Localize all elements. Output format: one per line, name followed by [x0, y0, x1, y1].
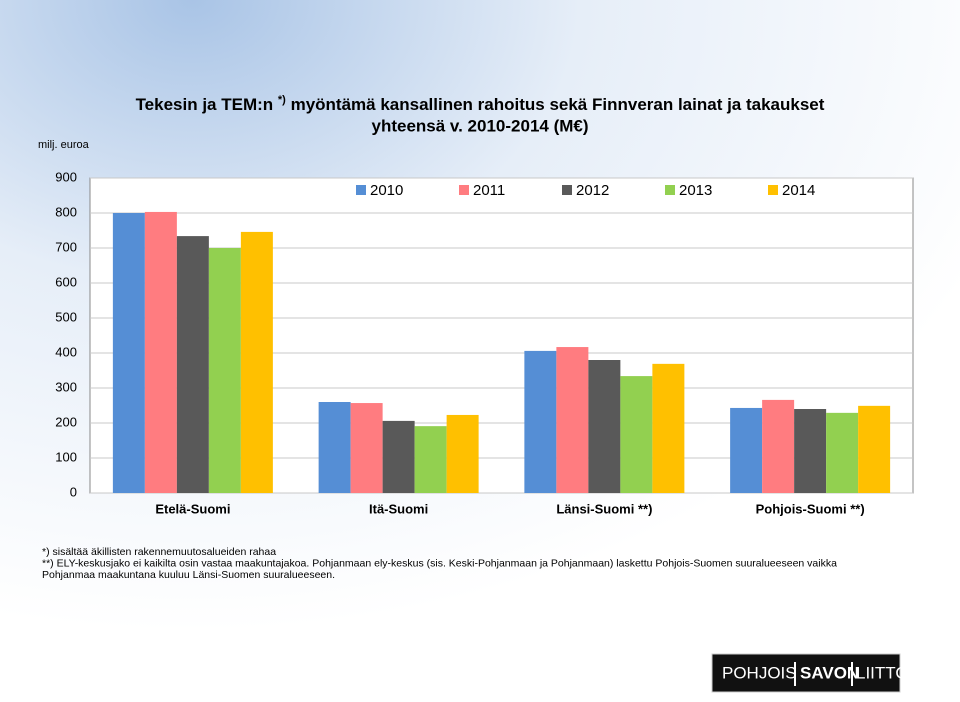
bar	[144, 211, 177, 493]
logo-text: POHJOIS	[722, 663, 797, 682]
bar	[112, 213, 145, 493]
x-tick-label: Etelä-Suomi	[155, 501, 230, 516]
legend-label: 2010	[370, 182, 403, 199]
bar	[208, 248, 241, 493]
logo-box	[711, 653, 901, 693]
y-tick-label: 800	[55, 204, 77, 219]
bar	[794, 409, 827, 493]
chart-title: Tekesin ja TEM:n *) myöntämä kansallinen…	[136, 89, 825, 114]
bar	[350, 403, 383, 493]
legend-swatch	[459, 185, 469, 195]
legend-swatch	[665, 185, 675, 195]
logo-separator	[851, 662, 853, 686]
bar	[858, 405, 891, 493]
chart-title-line2: yhteensä v. 2010-2014 (M€)	[371, 116, 588, 135]
y-tick-label: 0	[70, 484, 77, 499]
footnote: Pohjanmaa maakuntana kuuluu Länsi-Suomen…	[42, 569, 335, 581]
bar	[826, 412, 859, 493]
y-tick-label: 400	[55, 344, 77, 359]
legend-swatch	[356, 185, 366, 195]
bar	[318, 402, 351, 493]
legend-swatch	[768, 185, 778, 195]
logo: POHJOIS SAVON LIITTO	[711, 653, 909, 693]
logo-text: LIITTO	[856, 663, 909, 682]
footnote: *) sisältää äkillisten rakennemuutosalue…	[42, 546, 276, 558]
legend-label: 2014	[782, 182, 815, 199]
logo-separator	[794, 662, 796, 686]
legend-swatch	[562, 185, 572, 195]
footnote: **) ELY-keskusjako ei kaikilta osin vast…	[42, 557, 837, 569]
y-tick-label: 700	[55, 239, 77, 254]
bar	[588, 360, 621, 493]
y-tick-label: 900	[55, 169, 77, 184]
y-tick-label: 100	[55, 449, 77, 464]
legend-label: 2012	[576, 182, 609, 199]
bar	[382, 420, 415, 493]
bar	[556, 347, 589, 493]
bar	[652, 363, 685, 493]
bar	[762, 399, 795, 493]
x-tick-label: Pohjois-Suomi **)	[756, 501, 865, 516]
x-tick-label: Itä-Suomi	[369, 501, 428, 516]
bar	[730, 407, 763, 493]
bar	[240, 231, 273, 493]
legend-label: 2011	[473, 182, 505, 199]
legend-label: 2013	[679, 182, 712, 199]
bar	[446, 414, 479, 493]
y-tick-label: 600	[55, 274, 77, 289]
bar	[176, 236, 209, 493]
y-tick-label: 300	[55, 379, 77, 394]
y-tick-label: 500	[55, 309, 77, 324]
y-axis-label: milj. euroa	[38, 139, 90, 151]
y-tick-label: 200	[55, 414, 77, 429]
bar	[414, 426, 447, 493]
bar	[524, 350, 557, 493]
bar	[620, 376, 653, 493]
x-tick-label: Länsi-Suomi **)	[556, 501, 652, 516]
logo-text: SAVON	[800, 663, 859, 682]
